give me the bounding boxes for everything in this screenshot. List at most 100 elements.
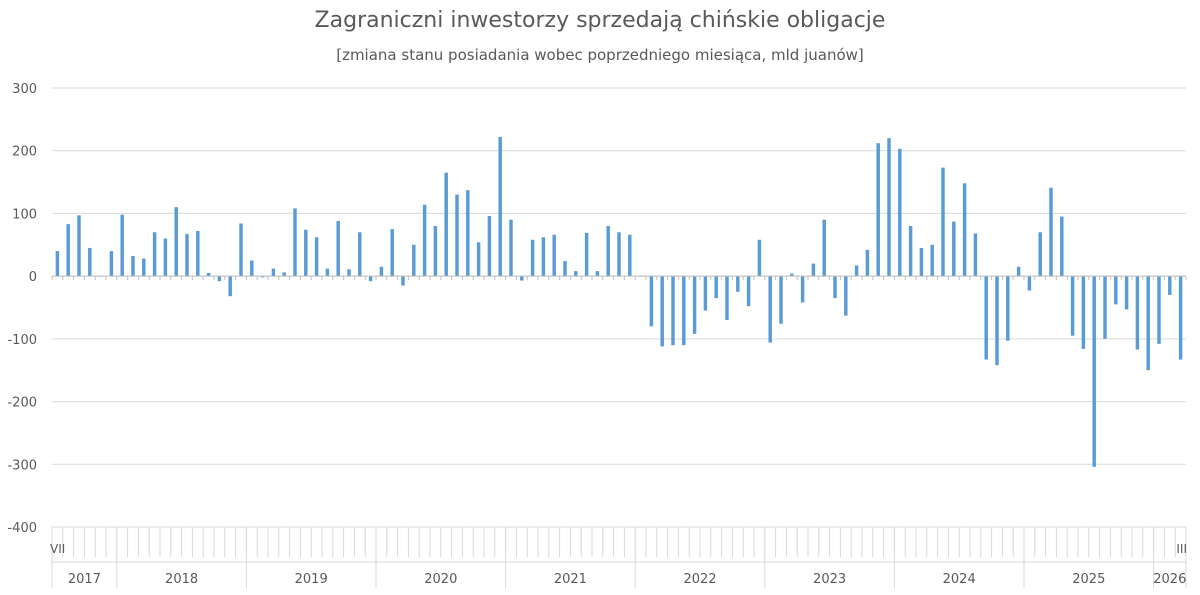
bar <box>822 219 826 277</box>
bar <box>336 220 340 277</box>
bar <box>1124 276 1129 310</box>
bar <box>239 223 243 277</box>
bar <box>606 225 610 277</box>
y-tick-label: 0 <box>29 270 37 285</box>
bar <box>412 244 416 277</box>
bar <box>1168 276 1172 295</box>
last-month-label: III <box>1176 542 1187 556</box>
bar <box>77 215 81 277</box>
bar <box>466 190 470 277</box>
bar <box>390 229 394 277</box>
year-label: 2021 <box>554 572 587 587</box>
bar <box>520 276 524 281</box>
bar <box>952 221 956 277</box>
bar <box>174 207 178 277</box>
bar <box>574 271 578 277</box>
bar <box>584 232 589 277</box>
bar <box>1157 276 1161 344</box>
bar <box>455 194 459 277</box>
bar <box>660 276 664 347</box>
bar <box>833 276 837 299</box>
bar <box>973 233 978 277</box>
bar <box>552 234 556 277</box>
bar <box>260 276 265 278</box>
bar <box>314 237 319 277</box>
bar <box>1081 276 1086 349</box>
year-label: 2024 <box>943 572 976 587</box>
y-tick-label: -200 <box>7 396 37 411</box>
year-label: 2018 <box>165 572 198 587</box>
bar <box>682 276 686 346</box>
bar <box>142 258 146 277</box>
bar <box>908 225 913 277</box>
bar <box>282 272 286 277</box>
bar <box>984 276 988 360</box>
bar <box>628 234 632 277</box>
bar <box>1146 276 1150 371</box>
bar <box>120 214 124 277</box>
bar <box>271 268 276 277</box>
y-tick-label: 100 <box>12 207 37 222</box>
bar <box>368 276 373 282</box>
bar <box>358 232 362 277</box>
bar <box>487 215 492 277</box>
bar <box>163 238 168 277</box>
bar <box>206 273 211 277</box>
bar <box>1178 276 1183 360</box>
bar <box>347 269 351 277</box>
y-tick-label: -400 <box>7 521 37 536</box>
bar <box>563 261 567 277</box>
bar <box>736 276 740 292</box>
bar <box>530 239 535 277</box>
first-month-label: VII <box>50 542 65 556</box>
y-tick-label: 300 <box>12 82 37 97</box>
year-label: 2025 <box>1072 572 1105 587</box>
bar <box>541 237 546 277</box>
bar <box>941 167 945 277</box>
bar <box>217 276 222 282</box>
bar <box>746 276 751 307</box>
year-label: 2017 <box>68 572 101 587</box>
bar <box>1049 187 1053 277</box>
chart-subtitle: [zmiana stanu posiadania wobec poprzedni… <box>336 46 864 64</box>
bar <box>703 276 708 311</box>
bar <box>1016 266 1021 277</box>
bar <box>422 204 427 277</box>
chart-title: Zagraniczni inwestorzy sprzedają chiński… <box>314 8 886 33</box>
year-label: 2020 <box>424 572 457 587</box>
bar <box>1103 276 1107 339</box>
bar <box>196 230 200 277</box>
bar <box>433 225 438 277</box>
bar <box>228 276 232 297</box>
bar <box>1006 276 1010 341</box>
bar <box>595 271 600 277</box>
bar <box>692 276 697 334</box>
bar <box>800 276 805 303</box>
bar <box>1135 276 1140 350</box>
bar <box>779 276 783 324</box>
bar <box>649 276 654 327</box>
bar <box>401 276 405 286</box>
bar <box>919 247 924 277</box>
bar <box>476 242 481 277</box>
bar <box>930 244 934 277</box>
bar <box>152 232 157 277</box>
bar <box>66 224 70 277</box>
bar <box>444 172 448 277</box>
bar <box>811 263 816 277</box>
bar <box>887 138 891 277</box>
bar <box>109 251 114 277</box>
bar <box>304 229 308 277</box>
bar <box>898 148 902 277</box>
bar <box>1027 276 1032 291</box>
year-label: 2022 <box>683 572 716 587</box>
bar <box>1060 216 1064 277</box>
year-label: 2023 <box>813 572 846 587</box>
bar <box>995 276 999 366</box>
bar <box>844 276 848 316</box>
bar <box>854 265 859 277</box>
bar <box>250 260 254 277</box>
y-tick-label: -100 <box>7 333 37 348</box>
